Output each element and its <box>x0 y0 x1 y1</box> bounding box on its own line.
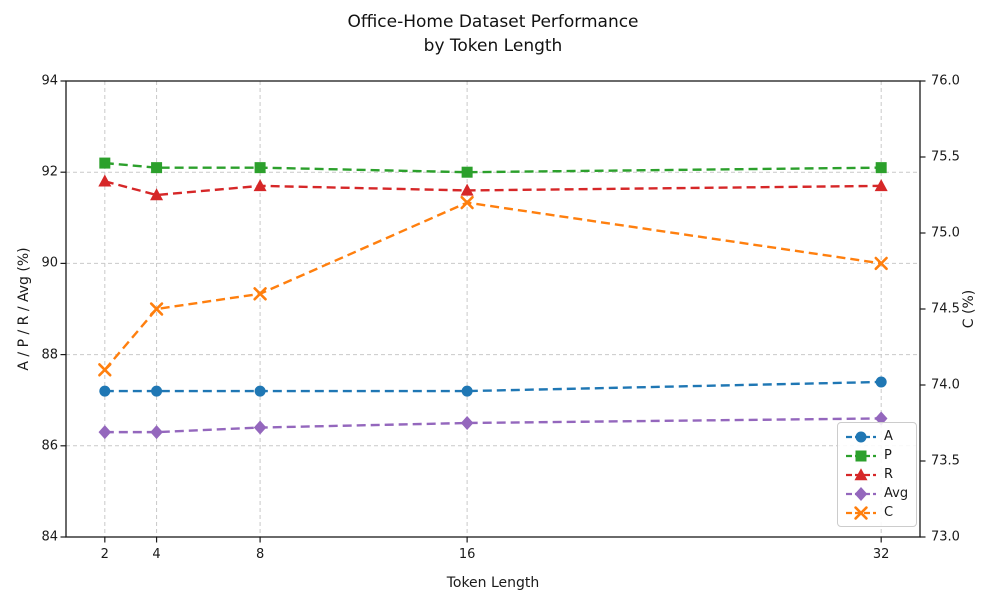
circle-marker <box>855 431 867 442</box>
legend-key-triangle-icon <box>846 467 876 480</box>
diamond-marker <box>854 486 868 501</box>
left-y-axis-label: A / P / R / Avg (%) <box>16 247 32 371</box>
circle-marker <box>254 385 266 397</box>
right-y-axis-label: C (%) <box>961 289 977 329</box>
square-marker <box>855 450 867 461</box>
square-marker <box>254 162 266 174</box>
x-axis-label: Token Length <box>446 575 540 591</box>
circle-marker <box>461 385 473 397</box>
diamond-marker <box>460 416 474 430</box>
chart-title: Office-Home Dataset Performance by Token… <box>347 12 639 56</box>
y2-tick-label: 73.5 <box>931 453 960 469</box>
series-line-avg <box>104 417 882 434</box>
series-line-p <box>104 161 882 174</box>
x-tick-label: 32 <box>872 547 890 562</box>
triangle-marker <box>460 183 474 196</box>
legend-key-square-icon <box>846 450 876 461</box>
series-line-c <box>103 201 882 371</box>
y2-tick-label: 75.5 <box>931 149 960 165</box>
x-tick-label: 4 <box>152 547 161 562</box>
x-tick-label: 16 <box>458 547 476 562</box>
legend-item-c: C <box>845 503 908 522</box>
legend-label: Avg <box>884 486 909 501</box>
y-tick-label: 92 <box>41 164 58 180</box>
legend-label: A <box>884 429 893 444</box>
x-marker <box>874 256 888 271</box>
circle-marker <box>151 385 163 397</box>
triangle-marker <box>150 188 164 201</box>
diamond-marker <box>874 411 888 426</box>
axes-frame <box>65 80 921 538</box>
legend-item-r: R <box>845 465 908 484</box>
circle-marker <box>99 385 111 397</box>
y2-tick-label: 74.5 <box>931 301 960 317</box>
square-marker <box>461 166 473 178</box>
legend-item-p: P <box>845 446 908 465</box>
legend: A P R Avg C <box>837 422 918 527</box>
y-tick-label: 88 <box>41 347 58 363</box>
legend-key-x-icon <box>846 505 876 520</box>
y2-tick-label: 74.0 <box>931 377 960 393</box>
y-tick-label: 90 <box>41 255 58 271</box>
series-line-a <box>104 380 882 393</box>
x-marker <box>460 195 474 210</box>
y2-tick-label: 73.0 <box>931 529 960 545</box>
diamond-marker <box>253 420 267 435</box>
square-marker <box>875 162 887 174</box>
legend-key-circle-icon <box>846 431 876 442</box>
x-marker <box>149 302 164 316</box>
triangle-marker <box>854 467 868 480</box>
x-tick-label: 2 <box>100 547 109 562</box>
legend-key-diamond-icon <box>846 486 876 501</box>
series-line-r <box>104 180 882 197</box>
x-marker <box>98 363 112 377</box>
legend-item-a: A <box>845 427 908 446</box>
legend-label: R <box>884 467 894 482</box>
legend-label: C <box>884 505 894 520</box>
y2-tick-label: 76.0 <box>931 73 960 89</box>
y-tick-label: 94 <box>41 73 58 89</box>
x-marker <box>253 287 267 301</box>
x-tick-label: 8 <box>255 547 265 562</box>
legend-label: P <box>884 448 892 463</box>
square-marker <box>151 162 163 174</box>
legend-item-avg: Avg <box>845 484 908 503</box>
square-marker <box>99 157 111 169</box>
triangle-marker <box>253 179 267 192</box>
triangle-marker <box>98 174 112 187</box>
circle-marker <box>875 376 887 388</box>
diamond-marker <box>150 425 163 440</box>
y-tick-label: 86 <box>41 438 58 454</box>
y-tick-label: 84 <box>41 529 58 545</box>
triangle-marker <box>874 179 888 192</box>
y2-tick-label: 75.0 <box>931 225 960 241</box>
x-marker <box>854 505 868 520</box>
diamond-marker <box>98 425 112 440</box>
